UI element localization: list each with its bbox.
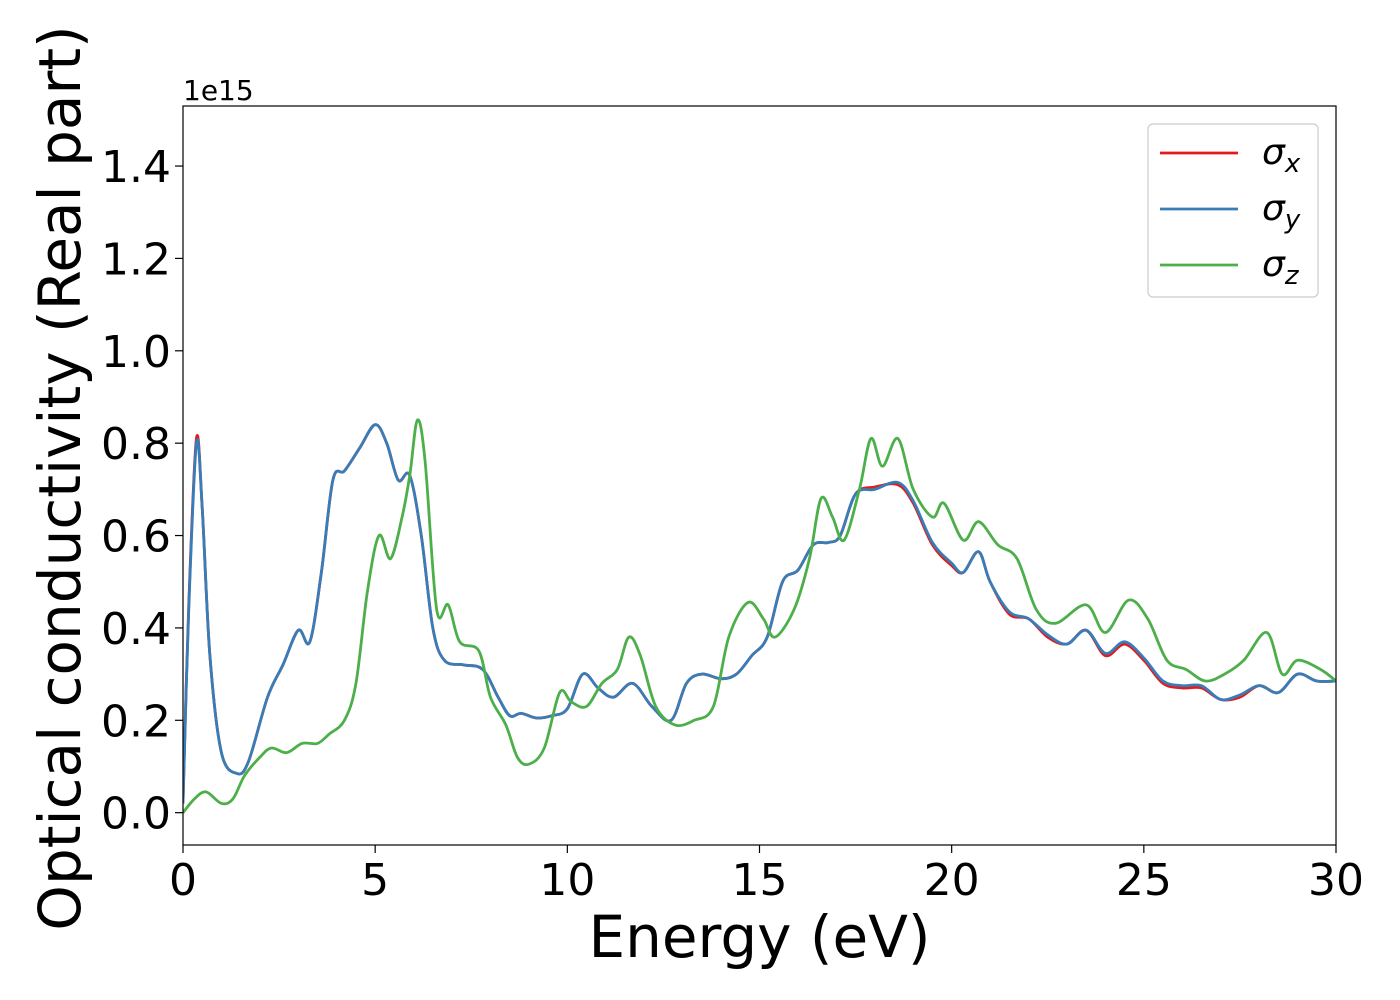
y-tick-label: 1.4	[101, 142, 171, 193]
y-axis-label: Optical conductivity (Real part)	[26, 25, 94, 930]
series-line-sigma-z	[183, 418, 1336, 814]
legend-label: σz	[1262, 244, 1300, 291]
y-tick-label: 0.4	[101, 604, 171, 655]
y-tick-label: 0.8	[101, 419, 171, 470]
y-tick-label: 1.0	[101, 327, 171, 378]
y-tick-label: 0.0	[101, 789, 171, 840]
series-layer	[183, 418, 1336, 814]
y-tick-label: 1.2	[101, 234, 171, 285]
x-axis-label: Energy (eV)	[588, 903, 930, 971]
x-tick-label: 10	[539, 855, 595, 906]
x-tick-label: 25	[1116, 855, 1172, 906]
legend-box	[1147, 123, 1319, 298]
x-tick-label: 20	[924, 855, 980, 906]
offset-text: 1e15	[183, 74, 254, 107]
x-tick-label: 30	[1308, 855, 1364, 906]
y-axis: 0.0 0.2 0.4 0.6 0.8 1.0 1.2 1.4	[101, 142, 183, 840]
x-tick-label: 15	[732, 855, 788, 906]
x-tick-label: 0	[169, 855, 197, 906]
x-tick-label: 5	[361, 855, 389, 906]
y-tick-label: 0.6	[101, 512, 171, 563]
y-tick-label: 0.2	[101, 696, 171, 747]
x-axis: 0 5 10 15 20 25 30	[169, 845, 1364, 906]
